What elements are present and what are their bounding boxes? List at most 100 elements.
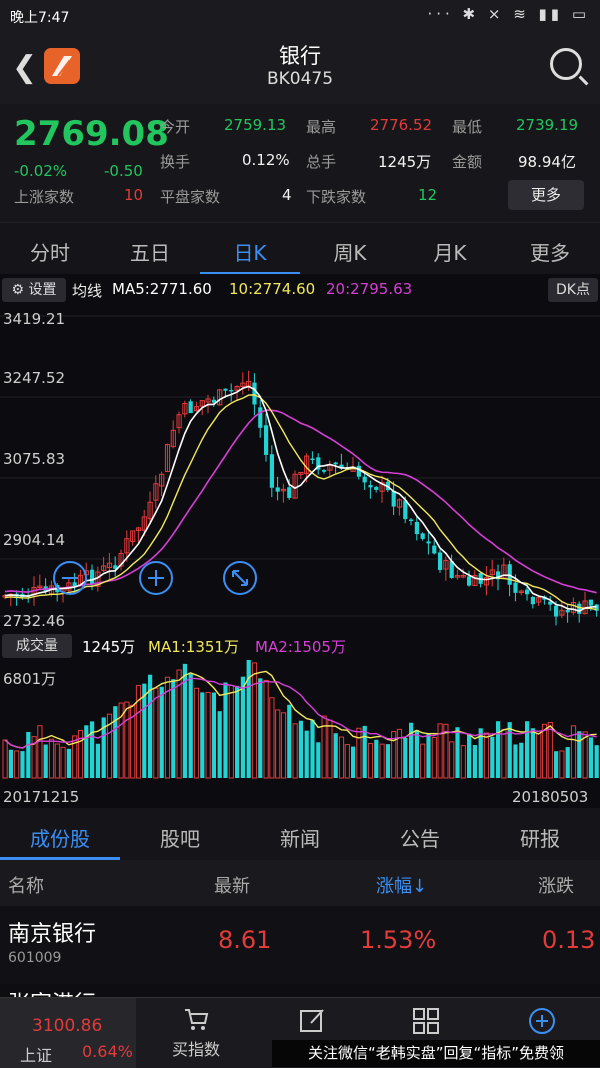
candle-body	[130, 530, 136, 542]
volume-bar	[449, 741, 455, 779]
tab-five-day[interactable]: 五日	[130, 241, 170, 265]
period-tabs: 分时 五日 日K 周K 月K 更多	[0, 222, 600, 275]
candle-body	[258, 407, 263, 428]
candle-body	[269, 454, 274, 488]
edit-icon[interactable]	[252, 1006, 372, 1040]
volume-bar	[159, 686, 164, 778]
candle-body	[101, 565, 107, 571]
volume-bar	[483, 732, 490, 779]
candle-body	[472, 575, 478, 586]
candle-body	[159, 473, 165, 487]
candle-body	[229, 389, 234, 392]
volume-bar	[431, 737, 437, 779]
volume-bar	[594, 745, 599, 778]
candle-body	[310, 458, 315, 461]
col-pct-sort[interactable]: 涨幅↓	[376, 876, 428, 897]
kline-chart-area[interactable]: ⚙ 设置 均线 MA5:2771.60 10:2774.60 20:2795.6…	[0, 274, 600, 808]
candle-body	[193, 406, 200, 412]
candle-body	[37, 585, 43, 589]
tab-weekly-k[interactable]: 周K	[333, 241, 367, 265]
list-header: 名称 最新 涨幅↓ 涨跌	[0, 860, 600, 906]
candle-body	[252, 382, 257, 405]
candle-body	[443, 559, 449, 570]
volume-bar	[2, 739, 8, 779]
tab-forum[interactable]: 股吧	[160, 827, 200, 851]
candle-body	[106, 562, 113, 569]
volume-bar	[269, 697, 275, 779]
grid-icon[interactable]	[366, 1006, 486, 1040]
col-name[interactable]: 名称	[8, 876, 44, 897]
tab-constituents[interactable]: 成份股	[30, 827, 90, 851]
volume-bar	[164, 676, 171, 779]
volume-bar	[519, 742, 524, 778]
settings-button[interactable]: ⚙ 设置	[2, 278, 66, 302]
tab-monthly-k[interactable]: 月K	[433, 241, 467, 265]
vol-ma1: MA1:1351万	[148, 638, 239, 656]
tab-announcements[interactable]: 公告	[400, 827, 440, 851]
down-count: 12	[418, 186, 438, 204]
col-latest[interactable]: 最新	[214, 876, 250, 897]
current-price: 2769.08	[14, 114, 169, 154]
low-label: 最低	[452, 118, 483, 136]
page-title: 银行	[279, 44, 321, 68]
up-count: 10	[124, 186, 144, 204]
high-value: 2776.52	[370, 116, 433, 134]
list-item[interactable]: 南京银行 601009 8.61 1.53% 0.13	[0, 906, 600, 984]
more-button[interactable]: 更多	[508, 180, 584, 210]
candle-body	[432, 545, 437, 554]
back-arrow-icon[interactable]: ❮	[12, 50, 38, 85]
volume-bar	[559, 750, 565, 779]
stock-code: 601009	[8, 950, 62, 966]
candle-body	[518, 590, 524, 594]
down-label: 下跌家数	[306, 188, 367, 206]
candle-body	[559, 609, 565, 616]
col-change[interactable]: 涨跌	[538, 876, 574, 897]
volume-bar	[90, 721, 95, 778]
tab-daily-k[interactable]: 日K	[233, 241, 267, 265]
sector-code: BK0475	[266, 69, 334, 89]
flat-count: 4	[282, 186, 292, 204]
sub-tabs: 成份股 股吧 新闻 公告 研报	[0, 808, 600, 860]
candle-body	[135, 527, 142, 532]
tab-intraday[interactable]: 分时	[30, 241, 70, 265]
candle-body	[72, 582, 77, 587]
volume-bar	[536, 732, 542, 779]
cart-icon	[185, 1009, 209, 1030]
volume-bar	[8, 749, 13, 778]
tab-research[interactable]: 研报	[520, 827, 560, 851]
candle-body	[113, 565, 118, 569]
add-icon[interactable]	[482, 1006, 600, 1040]
candle-body	[449, 561, 454, 579]
volume-button[interactable]: 成交量	[2, 634, 72, 658]
zoom-out-icon[interactable]	[53, 561, 87, 595]
y-tick-3: 3075.83	[3, 450, 66, 468]
candle-body	[316, 457, 321, 470]
volume-bar	[20, 751, 25, 778]
volume-bar	[228, 684, 234, 779]
candle-body	[577, 603, 582, 614]
volume-bar	[437, 723, 443, 779]
volume-bar	[182, 663, 187, 778]
open-value: 2759.13	[224, 116, 287, 134]
index-ticker[interactable]: 3100.86 上证 0.64%	[0, 998, 136, 1068]
tab-more[interactable]: 更多	[530, 241, 570, 265]
volume-bar	[496, 721, 501, 778]
candle-body	[483, 577, 490, 586]
volume-bar	[193, 687, 200, 779]
zoom-in-icon[interactable]	[139, 561, 173, 595]
tab-news[interactable]: 新闻	[280, 827, 320, 851]
buy-index-button[interactable]: 买指数	[136, 1006, 256, 1060]
volume-bar	[188, 673, 193, 778]
candle-body	[565, 609, 570, 613]
amount-label: 金额	[452, 153, 483, 171]
fullscreen-icon[interactable]	[223, 561, 257, 595]
volume-bar	[513, 744, 518, 778]
candle-body	[327, 464, 333, 471]
dk-button[interactable]: DK点	[548, 278, 598, 302]
flat-label: 平盘家数	[160, 188, 221, 206]
watermark-banner: 关注微信“老韩实盘”回复“指标”免费领	[272, 1040, 600, 1067]
volume-bar	[211, 692, 216, 778]
search-icon[interactable]	[550, 48, 582, 80]
candle-body	[356, 465, 361, 477]
volume-bar	[292, 723, 298, 779]
